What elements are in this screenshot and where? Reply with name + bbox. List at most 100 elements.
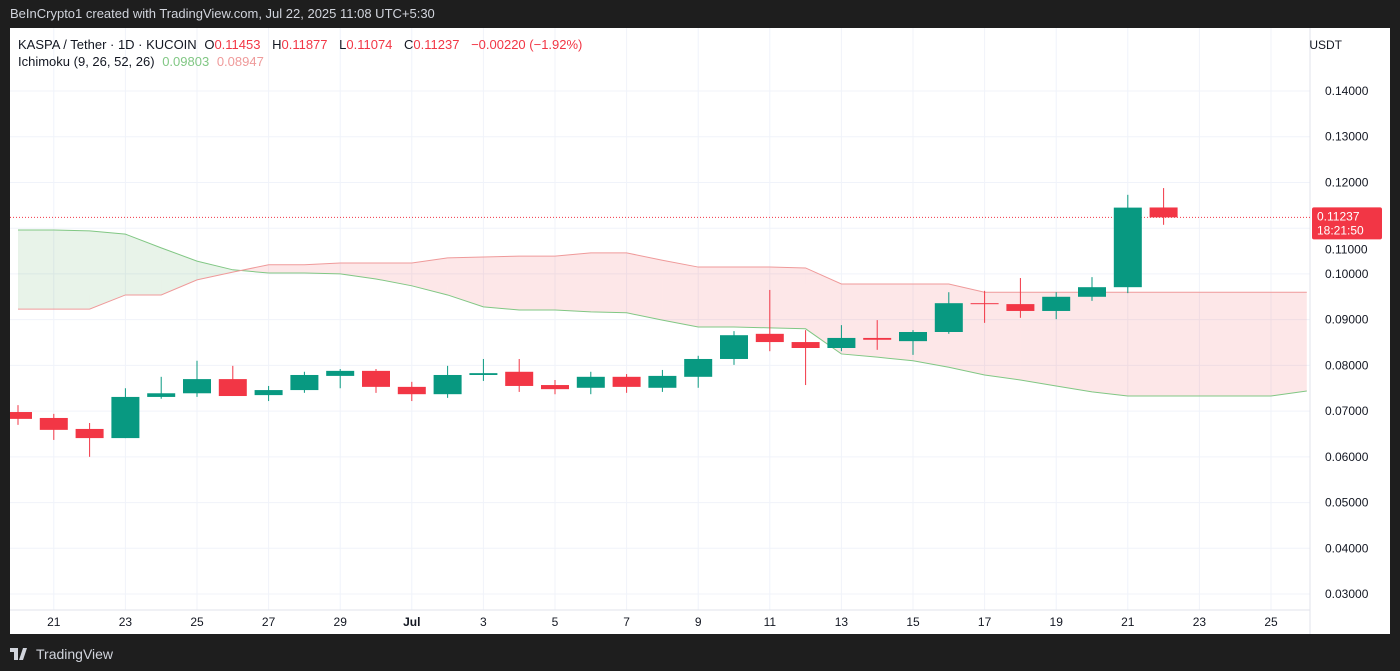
x-tick-label: 9 [695,615,702,629]
y-tick-label: 0.09000 [1325,313,1369,327]
x-tick-label: 11 [764,615,777,629]
tradingview-logo: TradingView [10,646,113,662]
x-tick-label: 7 [623,615,630,629]
x-tick-label: Jul [403,615,420,629]
indicator-value-a: 0.09803 [162,54,210,69]
last-price-badge [1312,207,1382,240]
cloud-fill [626,252,663,321]
x-tick-label: 23 [1193,615,1207,629]
cloud-fill [89,230,126,310]
indicator-legend: Ichimoku (9, 26, 52, 26) 0.09803 0.08947 [18,53,586,70]
x-tick-label: 13 [835,615,849,629]
span-a-line [18,229,1307,397]
candle-body [1042,296,1071,311]
candle-body [1113,207,1142,288]
y-tick-label: 0.12000 [1325,175,1369,189]
x-tick-label: 25 [1264,615,1278,629]
countdown-label: 18:21:50 [1317,223,1364,237]
cloud-fill [734,267,770,328]
cloud-fill [268,264,305,274]
candle-body [684,358,713,377]
candle-body [505,371,534,386]
candle-body [111,396,140,439]
cloud-fill [984,292,1021,381]
cloud-fill [590,252,627,313]
cloud-fill [197,261,233,280]
y-tick-label: 0.13000 [1325,130,1369,144]
cloud-fill [805,267,842,354]
cloud-fill [1199,292,1236,397]
y-tick-label: 0.11000 [1325,242,1368,256]
candle-body [183,379,211,394]
y-tick-label: 0.06000 [1325,450,1369,464]
cloud-fill [376,262,412,286]
x-tick-label: 25 [190,615,204,629]
candle-body [1006,304,1035,311]
x-tick-label: 19 [1050,615,1064,629]
last-price-label: 0.11237 [1317,209,1360,223]
attribution-text: BeInCrypto1 created with TradingView.com… [10,6,435,21]
cloud-fill [53,230,90,310]
y-tick-label: 0.03000 [1325,587,1369,601]
close-value: 0.11237 [413,37,460,52]
x-tick-label: 21 [1121,615,1135,629]
cloud-fill [698,267,734,327]
cloud-fill [769,267,806,329]
low-value: 0.11074 [346,37,393,52]
candle-body [899,331,927,342]
candle-body [934,303,963,332]
candle-body [254,390,283,396]
candle-body [541,385,569,390]
x-tick-label: 3 [480,615,487,629]
close-field: C0.11237 [404,37,463,52]
x-tick-label: 29 [334,615,348,629]
cloud-fill [1163,292,1200,397]
chart-panel[interactable]: 0.14000 0.13000 0.12000 0.11000 0.10000 0.090… [10,28,1390,634]
candle-body [147,393,176,397]
cloud-fill [519,256,555,311]
cloud-fill [1020,292,1057,386]
low-field: L0.11074 [339,37,396,52]
price-unit[interactable]: USDT [1309,38,1342,52]
cloud-fill [304,262,341,274]
y-tick-label: 0.14000 [1325,84,1369,98]
cloud-fill [1056,292,1092,392]
cloud-fill [1127,292,1164,397]
candle-body [39,417,68,430]
cloud-fill [18,230,54,310]
candlestick-chart[interactable]: 0.14000 0.13000 0.12000 0.11000 0.10000 0.090… [10,28,1390,634]
cloud-fill [411,257,448,295]
candle-body [576,376,605,388]
candle-body [863,337,892,340]
x-tick-label: 23 [119,615,133,629]
x-tick-label: 15 [906,615,920,629]
open-value: 0.11453 [214,37,261,52]
brand-name: TradingView [36,646,114,662]
chart-legend: KASPA / Tether · 1D · KUCOIN O0.11453 H0… [18,36,586,70]
candle-body [1078,287,1106,297]
candle-body [362,370,390,387]
symbol-title[interactable]: KASPA / Tether · 1D · KUCOIN [18,37,197,52]
candle-body [827,337,856,349]
y-tick-label: 0.04000 [1325,541,1369,555]
tradingview-logo-icon [10,648,27,660]
open-label: O [204,37,215,52]
x-tick-label: 21 [47,615,61,629]
high-value: 0.11877 [281,37,328,52]
candle-body [755,333,784,343]
cloud-fill [125,234,162,295]
high-field: H0.11877 [272,37,331,52]
ohlc-legend: KASPA / Tether · 1D · KUCOIN O0.11453 H0… [18,36,586,53]
indicator-title[interactable]: Ichimoku (9, 26, 52, 26) [18,54,155,69]
candle-body [290,374,319,391]
indicator-value-b: 0.08947 [216,54,264,69]
low-label: L [339,37,347,52]
candle-body [612,376,641,387]
candle-body [10,412,32,419]
y-tick-label: 0.10000 [1325,267,1369,281]
y-tick-label: 0.08000 [1325,358,1369,372]
cloud-fill [1092,292,1128,397]
cloud-fill [447,256,484,307]
close-label: C [404,37,414,52]
candle-body [720,335,748,359]
